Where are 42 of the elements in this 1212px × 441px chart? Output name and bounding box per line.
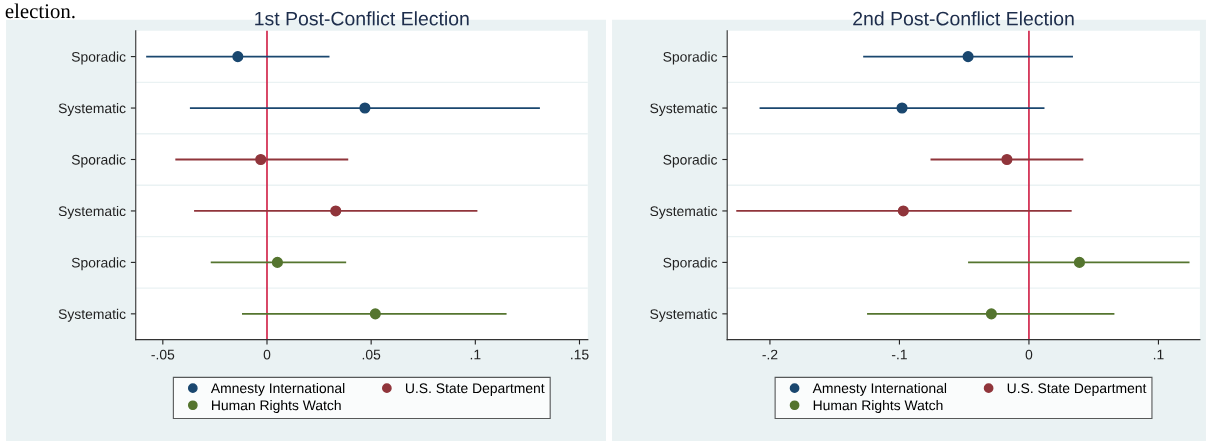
y-tick-label: Sporadic xyxy=(663,257,718,271)
legend-label: Amnesty International xyxy=(812,382,947,396)
legend-label: Amnesty International xyxy=(210,382,345,396)
point xyxy=(369,308,381,320)
point xyxy=(232,51,244,63)
point xyxy=(255,153,267,166)
y-tick-label: Sporadic xyxy=(663,154,718,168)
legend-label: Human Rights Watch xyxy=(813,400,943,413)
point xyxy=(1001,153,1013,166)
point xyxy=(271,256,283,268)
y-tick-label: Sporadic xyxy=(663,51,718,65)
point xyxy=(896,102,908,114)
x-tick-label: 0 xyxy=(1025,349,1033,360)
point xyxy=(985,308,997,320)
y-tick-label: Sporadic xyxy=(71,51,126,65)
point xyxy=(330,205,342,217)
legend-label: U.S. State Department xyxy=(1007,383,1147,396)
legend-label: Human Rights Watch xyxy=(212,400,341,413)
x-tick-label: 0 xyxy=(263,349,271,360)
point xyxy=(1073,256,1085,268)
y-tick-label: Systematic xyxy=(650,308,718,322)
chart-title: 1st Post-Conflict Election xyxy=(255,11,469,26)
y-tick-label: Systematic xyxy=(650,103,718,116)
x-tick-label: -.1 xyxy=(891,349,907,360)
x-tick-label: .1 xyxy=(470,349,481,360)
chart-title: 2nd Post-Conflict Election xyxy=(853,11,1074,26)
y-tick-label: Sporadic xyxy=(71,154,126,168)
y-tick-label: Sporadic xyxy=(71,257,126,271)
legend-label: U.S. State Department xyxy=(405,383,545,396)
x-tick-label: .15 xyxy=(571,349,589,360)
x-tick-label: -.05 xyxy=(151,349,175,360)
x-tick-label: .05 xyxy=(362,349,381,360)
point xyxy=(897,205,909,217)
y-tick-label: Systematic xyxy=(58,308,126,322)
point xyxy=(359,102,371,114)
y-tick-label: Systematic xyxy=(650,205,718,219)
x-tick-label: .1 xyxy=(1153,349,1164,360)
text: election. xyxy=(5,3,75,19)
y-tick-label: Systematic xyxy=(58,205,126,219)
point xyxy=(962,51,974,63)
x-tick-label: -.2 xyxy=(762,349,778,360)
y-tick-label: Systematic xyxy=(58,103,126,116)
